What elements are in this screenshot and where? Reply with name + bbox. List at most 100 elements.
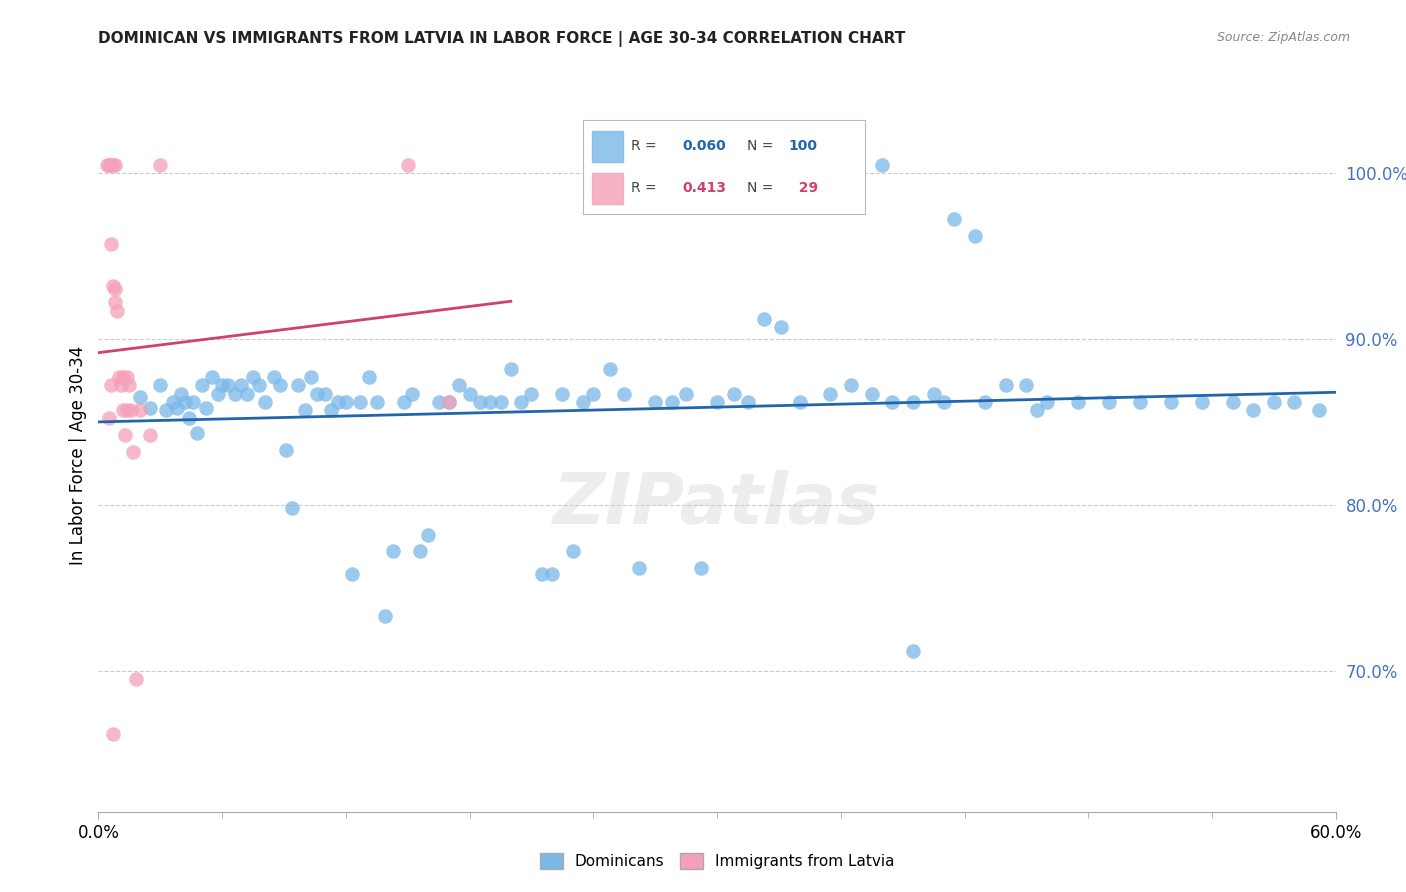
Point	[530, 567, 553, 582]
Point	[1098, 394, 1121, 409]
Point	[479, 394, 502, 409]
Point	[882, 394, 904, 409]
Point	[1263, 394, 1285, 409]
Point	[943, 212, 966, 227]
Point	[201, 370, 224, 384]
Point	[551, 386, 574, 401]
Point	[499, 361, 522, 376]
Text: R =: R =	[631, 139, 657, 153]
Point	[675, 386, 697, 401]
Point	[963, 228, 986, 243]
Point	[217, 378, 239, 392]
Point	[100, 237, 122, 252]
Point	[582, 386, 605, 401]
Point	[105, 303, 128, 318]
Text: N =: N =	[747, 139, 773, 153]
Point	[181, 394, 204, 409]
Point	[1160, 394, 1182, 409]
Point	[139, 428, 162, 442]
Point	[689, 561, 711, 575]
Point	[269, 378, 291, 392]
Point	[437, 394, 460, 409]
Point	[723, 386, 745, 401]
Point	[1191, 394, 1213, 409]
Point	[357, 370, 380, 384]
Point	[305, 386, 328, 401]
Point	[489, 394, 512, 409]
Point	[224, 386, 246, 401]
Point	[101, 727, 124, 741]
Text: DOMINICAN VS IMMIGRANTS FROM LATVIA IN LABOR FORCE | AGE 30-34 CORRELATION CHART: DOMINICAN VS IMMIGRANTS FROM LATVIA IN L…	[98, 31, 905, 47]
Point	[839, 378, 862, 392]
Point	[409, 544, 432, 558]
Point	[166, 401, 188, 416]
Point	[128, 403, 150, 417]
Point	[599, 361, 621, 376]
Point	[392, 394, 415, 409]
Point	[349, 394, 371, 409]
FancyBboxPatch shape	[592, 173, 623, 203]
Point	[117, 403, 139, 417]
Point	[139, 401, 162, 416]
Text: 0.413: 0.413	[682, 181, 725, 195]
Point	[104, 282, 127, 296]
Point	[901, 394, 924, 409]
Text: R =: R =	[631, 181, 657, 195]
Point	[100, 157, 122, 171]
Point	[174, 394, 197, 409]
Point	[190, 378, 212, 392]
Point	[326, 394, 349, 409]
Point	[1241, 403, 1264, 417]
Point	[1222, 394, 1244, 409]
Point	[112, 403, 135, 417]
Point	[101, 157, 124, 171]
Point	[254, 394, 277, 409]
Point	[644, 394, 666, 409]
Point	[366, 394, 388, 409]
Point	[706, 394, 728, 409]
Point	[242, 370, 264, 384]
Point	[932, 394, 955, 409]
Point	[114, 428, 136, 442]
Point	[1015, 378, 1038, 392]
Point	[974, 394, 997, 409]
Point	[104, 157, 127, 171]
Point	[100, 378, 122, 392]
Point	[994, 378, 1017, 392]
Point	[207, 386, 229, 401]
Point	[661, 394, 683, 409]
Point	[149, 157, 172, 171]
Point	[211, 378, 233, 392]
Point	[162, 394, 184, 409]
Point	[754, 311, 776, 326]
Point	[922, 386, 945, 401]
Point	[1025, 403, 1047, 417]
Point	[613, 386, 636, 401]
Point	[427, 394, 450, 409]
Point	[314, 386, 336, 401]
Point	[108, 370, 131, 384]
Point	[820, 386, 842, 401]
Point	[128, 390, 150, 404]
Point	[1129, 394, 1152, 409]
Point	[149, 378, 172, 392]
Point	[281, 501, 304, 516]
Point	[468, 394, 491, 409]
Point	[1284, 394, 1306, 409]
Point	[96, 157, 118, 171]
Text: 29: 29	[789, 181, 818, 195]
Point	[97, 411, 120, 425]
Point	[155, 403, 177, 417]
Point	[418, 527, 440, 541]
Legend: Dominicans, Immigrants from Latvia: Dominicans, Immigrants from Latvia	[534, 847, 900, 875]
Point	[396, 157, 419, 171]
Text: 100: 100	[789, 139, 818, 153]
Point	[104, 295, 127, 310]
Point	[870, 157, 893, 171]
Point	[458, 386, 481, 401]
Point	[449, 378, 471, 392]
Point	[1308, 403, 1330, 417]
Point	[186, 426, 208, 441]
Point	[124, 672, 146, 686]
Point	[335, 394, 357, 409]
